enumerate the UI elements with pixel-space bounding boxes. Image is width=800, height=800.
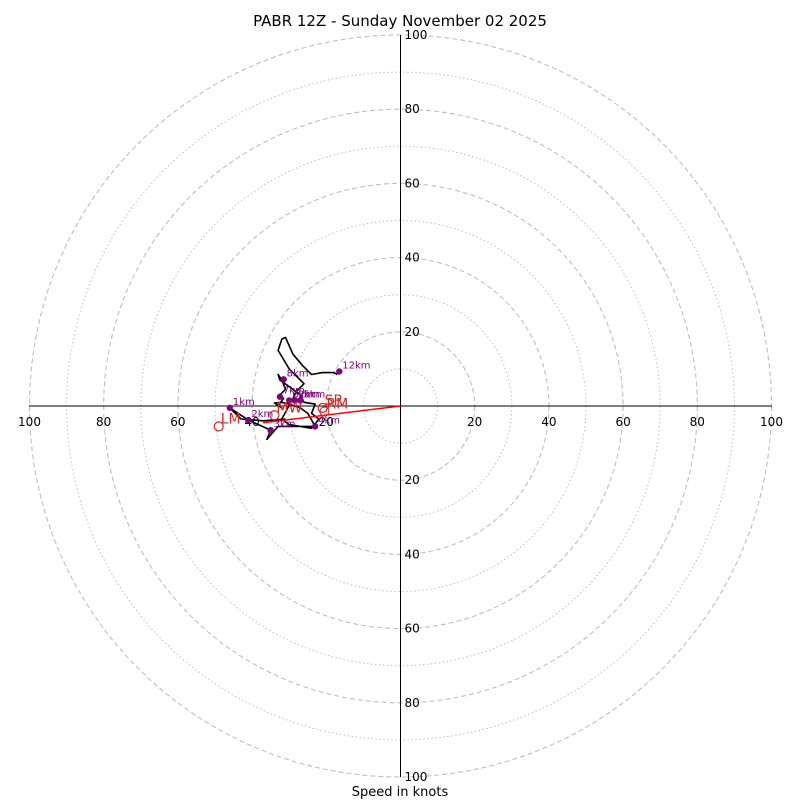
- x-tick-label: 60: [615, 415, 630, 429]
- height-marker-label: 2km: [251, 409, 273, 420]
- height-marker-dot: [286, 397, 293, 404]
- y-tick-label: 20: [405, 325, 420, 339]
- y-tick-label: 100: [405, 770, 428, 784]
- height-marker-dot: [276, 393, 284, 400]
- height-marker-label: 5km: [303, 389, 325, 400]
- x-tick-label: 100: [18, 415, 41, 429]
- x-tick-label: 80: [96, 415, 111, 429]
- height-marker-label: 7km: [283, 386, 305, 397]
- height-marker-dot: [280, 376, 287, 383]
- x-tick-label: 60: [170, 415, 185, 429]
- storm-vector-marker: [269, 410, 280, 421]
- y-tick-label: 20: [405, 473, 420, 487]
- height-marker-dot: [267, 426, 274, 434]
- x-tick-label: 80: [690, 415, 705, 429]
- storm-vector-label: SR: [325, 393, 344, 409]
- x-axis-label: Speed in knots: [352, 785, 449, 800]
- height-marker-dot: [291, 397, 298, 404]
- chart-title: PABR 12Z - Sunday November 02 2025: [253, 12, 547, 30]
- height-marker-dot: [311, 423, 319, 430]
- storm-vector-label: LM: [221, 411, 241, 427]
- y-tick-label: 80: [405, 696, 420, 710]
- tick-labels: 100 80 60 40 20 20 40 60 80 100100806040202040608…: [18, 28, 783, 784]
- height-marker-label: 3km: [274, 419, 296, 430]
- x-tick-label: 100: [760, 415, 783, 429]
- height-marker-label: 6km: [292, 389, 314, 400]
- height-marker-dot: [297, 397, 304, 404]
- height-marker-dot: [336, 368, 343, 375]
- shear-line: [263, 405, 401, 424]
- shear-vector: [263, 405, 401, 424]
- height-marker-label: 12km: [342, 360, 370, 371]
- y-tick-label: 80: [405, 102, 420, 116]
- storm-vector-label: MW: [276, 400, 302, 416]
- height-marker-dot: [226, 404, 234, 412]
- y-tick-label: 40: [405, 547, 420, 561]
- x-tick-label: 20: [319, 415, 334, 429]
- height-marker-label: 8km: [287, 368, 309, 379]
- wind-profile: [229, 336, 338, 441]
- profile-line: [229, 336, 338, 441]
- x-tick-label: 40: [541, 415, 556, 429]
- y-tick-label: 40: [405, 251, 420, 265]
- height-marker-label: 9km: [298, 389, 320, 400]
- storm-vector-marker: [317, 402, 328, 413]
- x-tick-label: 20: [467, 415, 482, 429]
- y-tick-label: 60: [405, 176, 420, 190]
- y-tick-label: 100: [405, 28, 428, 42]
- storm-vector-marker: [213, 421, 224, 432]
- height-marker-label: 4km: [318, 415, 340, 426]
- height-marker-dot: [245, 416, 252, 424]
- storm-vector-label: RM: [326, 397, 348, 413]
- y-tick-label: 60: [405, 622, 420, 636]
- height-marker-label: 1km: [233, 397, 255, 408]
